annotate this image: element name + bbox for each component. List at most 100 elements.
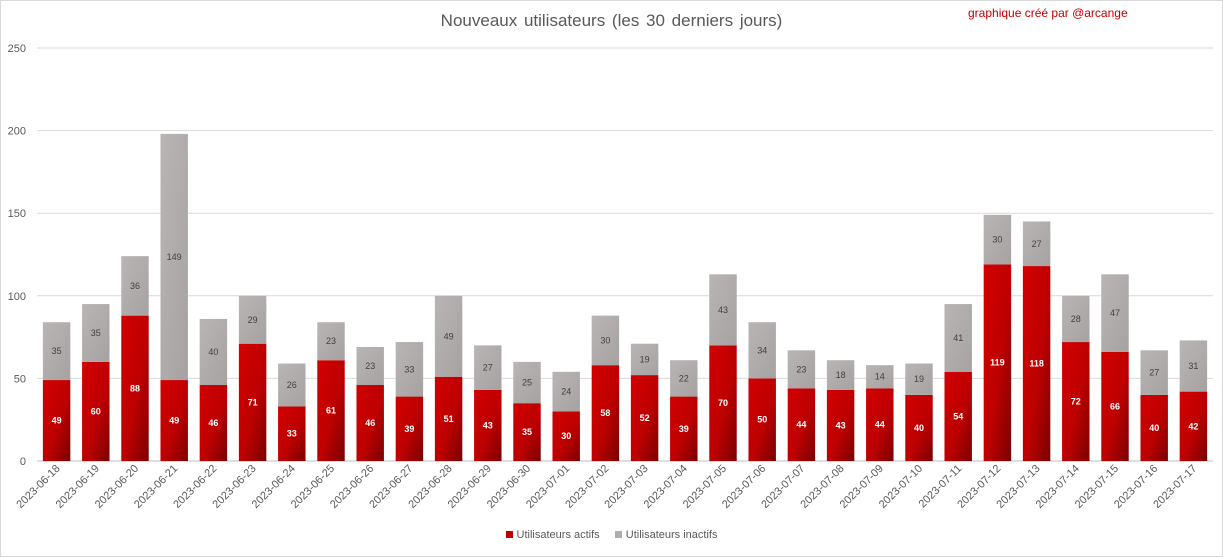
bar-active — [748, 378, 776, 461]
data-label-inactive: 19 — [640, 354, 650, 364]
bar-inactive — [434, 295, 463, 377]
bar-inactive — [395, 342, 424, 397]
bar-inactive — [787, 350, 816, 389]
bar-active — [1140, 394, 1168, 461]
data-label-active: 52 — [640, 413, 650, 423]
data-label-inactive: 27 — [483, 363, 493, 373]
data-label-active: 33 — [287, 429, 297, 439]
bar-inactive — [238, 295, 267, 344]
bar-active — [905, 394, 933, 461]
data-label-active: 61 — [326, 406, 336, 416]
data-label-inactive: 28 — [1071, 314, 1081, 324]
data-label-active: 39 — [679, 424, 689, 434]
data-label-active: 35 — [522, 427, 532, 437]
y-tick-label: 200 — [8, 126, 26, 138]
data-label-active: 43 — [836, 420, 846, 430]
bar-inactive — [1140, 350, 1168, 395]
bar-inactive — [82, 304, 110, 362]
bar-active — [591, 365, 620, 461]
bar-inactive — [160, 133, 188, 381]
data-label-inactive: 35 — [52, 346, 62, 356]
bar-active — [278, 406, 306, 461]
bar-inactive — [474, 345, 502, 390]
y-tick-label: 50 — [14, 373, 26, 385]
bar-active — [1179, 391, 1208, 461]
bar-active — [670, 396, 698, 461]
bar-active — [630, 375, 659, 461]
y-tick-label: 100 — [8, 291, 26, 303]
bar-active — [513, 403, 541, 461]
data-label-active: 88 — [130, 383, 140, 393]
data-label-inactive: 23 — [326, 336, 336, 346]
data-label-inactive: 43 — [718, 305, 728, 315]
data-label-active: 30 — [561, 431, 571, 441]
data-label-active: 46 — [208, 418, 218, 428]
bar-active — [160, 380, 188, 461]
bar-active — [1062, 342, 1090, 461]
data-label-active: 43 — [483, 420, 493, 430]
data-label-inactive: 23 — [365, 361, 375, 371]
data-label-active: 119 — [990, 358, 1005, 368]
data-label-inactive: 33 — [404, 364, 414, 374]
data-label-inactive: 27 — [1149, 368, 1159, 378]
bar-active — [238, 343, 267, 461]
data-label-active: 118 — [1029, 359, 1044, 369]
bar-inactive — [944, 304, 972, 372]
bar-active — [199, 385, 228, 461]
data-label-inactive: 14 — [875, 372, 885, 382]
chart-credit: graphique créé par @arcange — [968, 6, 1128, 20]
bar-inactive — [356, 347, 384, 386]
bar-active — [709, 345, 737, 461]
bar-inactive — [199, 318, 228, 386]
bar-active — [1022, 266, 1051, 461]
data-label-inactive: 47 — [1110, 308, 1120, 318]
data-label-inactive: 41 — [953, 333, 963, 343]
bar-inactive — [748, 322, 776, 379]
data-label-active: 70 — [718, 398, 728, 408]
data-label-active: 44 — [875, 420, 885, 430]
data-label-active: 46 — [365, 418, 375, 428]
bar-inactive — [905, 363, 933, 395]
data-label-inactive: 31 — [1188, 361, 1198, 371]
legend-swatch-active — [505, 531, 513, 538]
bar-inactive — [317, 322, 345, 361]
bar-inactive — [1101, 274, 1129, 352]
bar-active — [787, 388, 816, 461]
bar-inactive — [278, 363, 306, 407]
bar-active — [866, 388, 894, 461]
bar-inactive — [591, 315, 620, 366]
data-label-active: 42 — [1188, 421, 1198, 431]
data-label-active: 40 — [914, 423, 924, 433]
bar-active — [317, 360, 345, 461]
data-label-active: 49 — [169, 416, 179, 426]
legend-label-active: Utilisateurs actifs — [516, 529, 600, 541]
data-label-active: 54 — [953, 411, 963, 421]
bar-inactive — [630, 343, 659, 376]
data-label-inactive: 30 — [992, 235, 1002, 245]
data-label-inactive: 22 — [679, 373, 689, 383]
data-label-active: 71 — [248, 397, 258, 407]
legend-swatch-inactive — [614, 531, 622, 538]
data-label-inactive: 34 — [757, 345, 767, 355]
bar-inactive — [42, 322, 71, 381]
bar-inactive — [121, 256, 149, 316]
bar-inactive — [866, 365, 894, 389]
data-label-inactive: 26 — [287, 380, 297, 390]
data-label-active: 44 — [796, 420, 806, 430]
data-label-inactive: 27 — [1032, 239, 1042, 249]
data-label-inactive: 36 — [130, 281, 140, 291]
data-label-inactive: 49 — [444, 331, 454, 341]
bar-inactive — [709, 274, 737, 346]
bar-inactive — [1062, 295, 1090, 343]
bar-inactive — [983, 214, 1012, 265]
bar-active — [826, 389, 855, 461]
data-label-active: 49 — [52, 416, 62, 426]
data-label-inactive: 29 — [248, 315, 258, 325]
legend-item-active: Utilisateurs actifs — [505, 529, 600, 541]
data-label-active: 60 — [91, 406, 101, 416]
bar-active — [395, 396, 424, 461]
data-label-inactive: 40 — [208, 347, 218, 357]
bar-active — [121, 315, 149, 461]
